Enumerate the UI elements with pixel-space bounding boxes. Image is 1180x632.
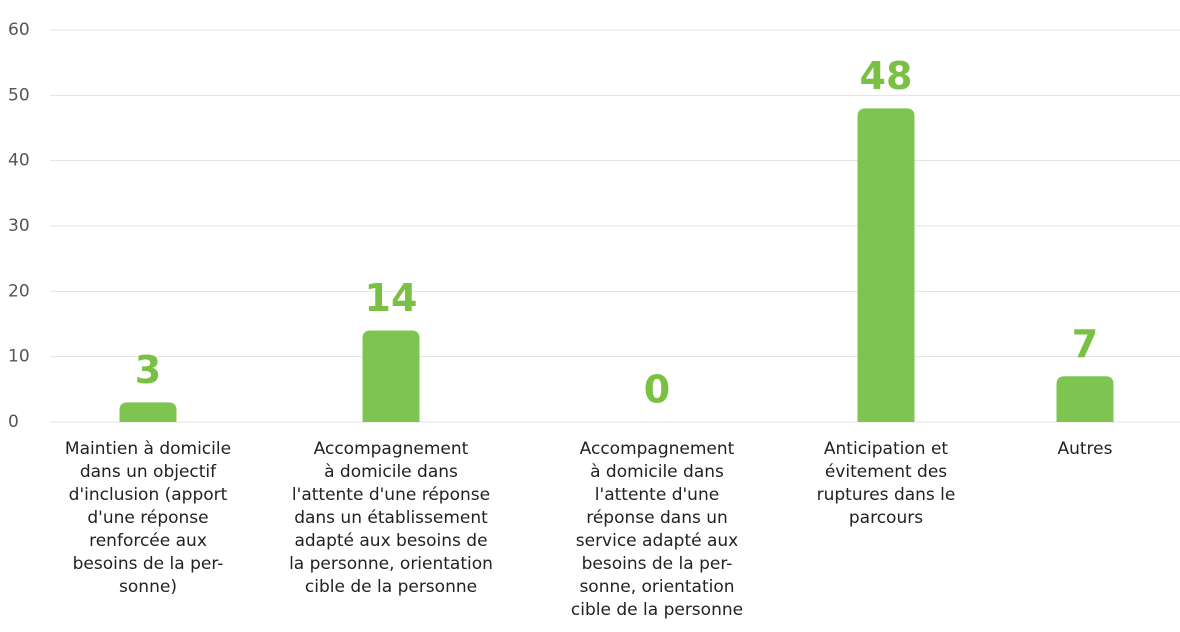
x-tick-label: Anticipation et évitement des ruptures dan… (817, 439, 956, 528)
bar (362, 330, 420, 422)
y-tick-label: 40 (8, 151, 30, 171)
y-tick-label: 20 (8, 281, 30, 301)
value-label: 48 (860, 54, 913, 98)
x-tick-label: Accompagnement à domicile dans l'attente d… (289, 439, 493, 597)
y-tick-label: 10 (8, 347, 30, 367)
x-tick-label: Maintien à domicile dans un objectif d'inc… (65, 439, 231, 597)
y-tick-label: 50 (8, 85, 30, 105)
y-tick-label: 60 (8, 20, 30, 40)
bar (1056, 376, 1114, 422)
value-label: 3 (135, 348, 161, 392)
bar (119, 402, 177, 422)
y-tick-label: 0 (8, 412, 19, 432)
value-label: 14 (365, 276, 418, 320)
bar (857, 108, 915, 423)
x-tick-label: Accompagnement à domicile dans l'attente d… (571, 439, 743, 620)
y-tick-label: 30 (8, 216, 30, 236)
value-label: 7 (1072, 322, 1098, 366)
value-label: 0 (644, 368, 670, 412)
x-tick-label: Autres (1057, 439, 1112, 459)
